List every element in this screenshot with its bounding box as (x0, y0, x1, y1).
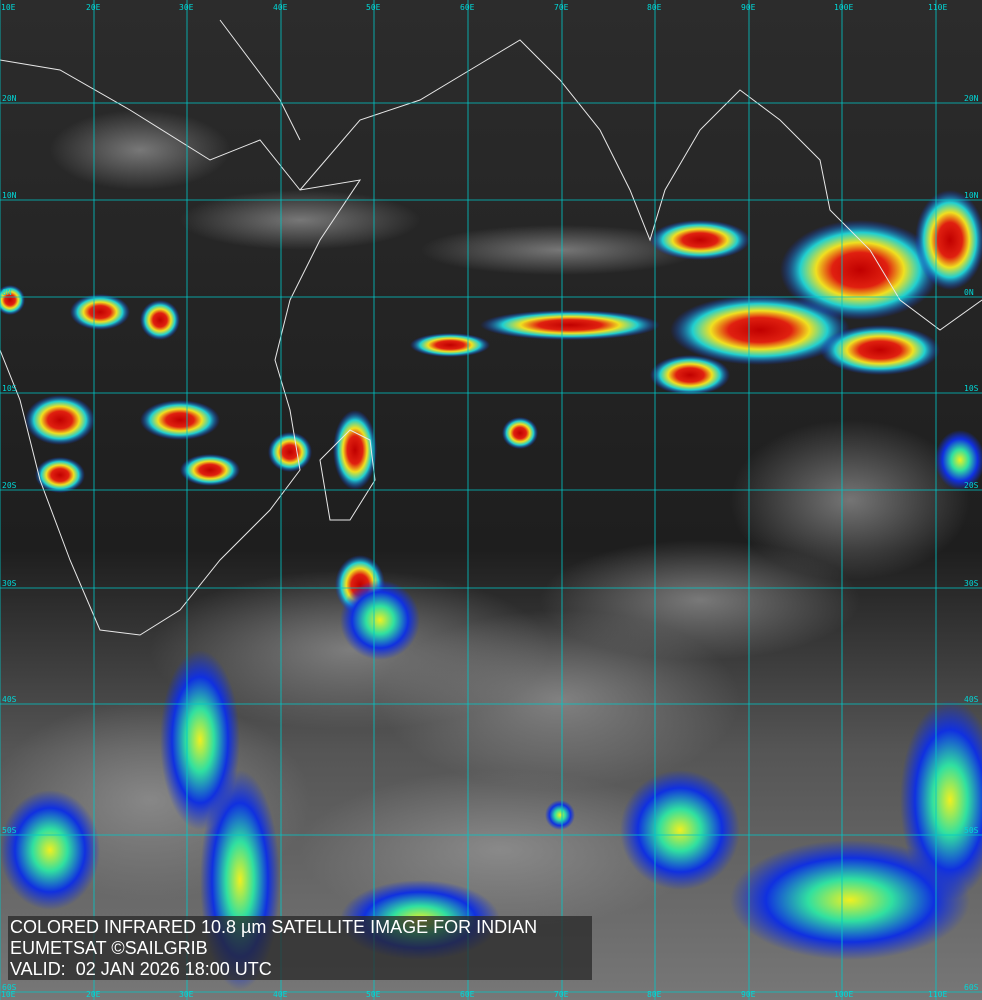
cloud-area (420, 225, 700, 275)
lon-label: 10E (1, 3, 16, 12)
cloud-area (150, 570, 550, 730)
lat-label: 30S (2, 579, 17, 588)
lat-label: 20S (2, 481, 17, 490)
convective-storm (70, 294, 130, 330)
cold-cloud-band (730, 840, 970, 960)
lat-label: 60S (964, 983, 979, 992)
convective-storm (140, 300, 180, 340)
lat-label: 40S (2, 695, 17, 704)
cloud-layer (0, 110, 982, 990)
lon-label: 100E (834, 3, 853, 12)
lat-label: 10N (964, 191, 979, 200)
image-caption: COLORED INFRARED 10.8 µm SATELLITE IMAGE… (8, 916, 592, 980)
convective-storm (0, 285, 25, 315)
lon-label: 80E (647, 990, 662, 999)
lat-label: 10N (2, 191, 17, 200)
convective-storm (780, 220, 940, 320)
convective-storm (820, 325, 940, 375)
convective-storm (35, 457, 85, 493)
convective-storm (410, 333, 490, 357)
cold-cloud-band (900, 700, 982, 900)
convective-storm (650, 220, 750, 260)
cloud-area (180, 190, 420, 250)
cloud-area (730, 420, 970, 580)
lat-label: 60S (2, 983, 17, 992)
lon-label: 110E (928, 990, 947, 999)
lon-label: 90E (741, 990, 756, 999)
lat-label: 10S (964, 384, 979, 393)
cold-cloud-band (620, 770, 740, 890)
lon-label: 80E (647, 3, 662, 12)
lat-label: 20N (964, 94, 979, 103)
lat-label: 50S (2, 826, 17, 835)
cold-cloud-band (935, 430, 982, 490)
lon-label: 70E (554, 3, 569, 12)
convective-storm (180, 454, 240, 486)
caption-title: COLORED INFRARED 10.8 µm SATELLITE IMAGE… (10, 917, 538, 937)
convective-storm (650, 355, 730, 395)
lon-label: 110E (928, 3, 947, 12)
lon-label: 60E (460, 3, 475, 12)
convective-storm (670, 295, 850, 365)
lon-label: 100E (834, 990, 853, 999)
convective-storm (502, 417, 538, 449)
lat-label: 0N (2, 288, 12, 297)
convective-storm (268, 432, 312, 472)
lon-label: 60E (460, 990, 475, 999)
lon-label: 30E (179, 3, 194, 12)
cloud-area (540, 540, 860, 660)
lon-label: 90E (741, 3, 756, 12)
cold-cloud-band (0, 790, 100, 910)
lat-label: 50S (964, 826, 979, 835)
lon-label: 70E (554, 990, 569, 999)
lon-label: 50E (366, 990, 381, 999)
lon-label: 10E (1, 990, 16, 999)
lon-label: 40E (273, 990, 288, 999)
convective-storm (333, 410, 377, 490)
lon-label: 20E (86, 3, 101, 12)
convective-storm (915, 190, 982, 290)
cloud-area (50, 110, 230, 190)
convective-storm (25, 395, 95, 445)
convective-storm (140, 400, 220, 440)
convective-storm (480, 310, 660, 340)
lat-label: 30S (964, 579, 979, 588)
lon-label: 50E (366, 3, 381, 12)
lat-label: 10S (2, 384, 17, 393)
lon-label: 30E (179, 990, 194, 999)
caption-source: EUMETSAT ©SAILGRIB (10, 938, 208, 958)
coastlines (0, 19, 982, 636)
lat-label: 20N (2, 94, 17, 103)
lat-label: 40S (964, 695, 979, 704)
caption-valid-time: VALID: 02 JAN 2026 18:00 UTC (10, 959, 272, 979)
lat-label: 20S (964, 481, 979, 490)
lat-label: 0N (964, 288, 974, 297)
lon-label: 20E (86, 990, 101, 999)
grid-labels: 10E 10E 20E 20E 30E 30E 40E 40E 50E 50E 60E 60E 70E 7… (1, 3, 979, 999)
lon-label: 40E (273, 3, 288, 12)
cold-cloud-band (340, 580, 420, 660)
cold-cloud-band (545, 800, 575, 830)
